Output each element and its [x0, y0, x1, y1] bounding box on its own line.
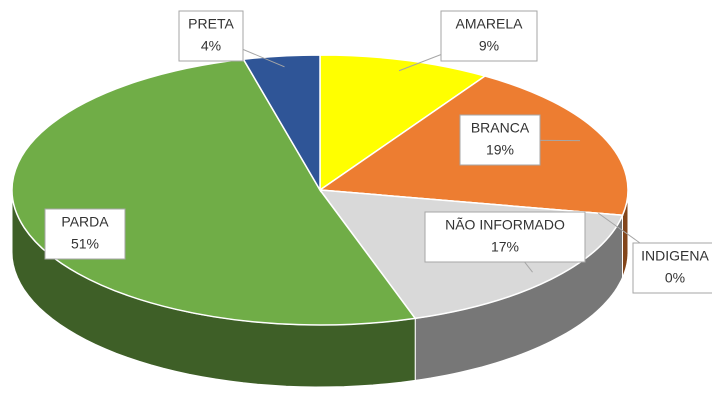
category-label: BRANCA — [471, 120, 530, 136]
value-label: 51% — [71, 236, 99, 252]
value-label: 4% — [201, 38, 221, 54]
category-label: NÃO INFORMADO — [445, 217, 565, 233]
label-box — [178, 10, 244, 62]
category-label: PRETA — [188, 16, 234, 32]
value-label: 19% — [486, 142, 514, 158]
value-label: 17% — [491, 239, 519, 255]
label-box — [440, 10, 538, 62]
pie-slice — [319, 54, 487, 192]
label-box — [424, 211, 586, 263]
value-label: 0% — [665, 270, 685, 286]
label-box — [459, 114, 541, 166]
label-box — [632, 242, 712, 294]
category-label: INDIGENA — [641, 248, 709, 264]
label-box — [44, 208, 126, 260]
value-label: 9% — [479, 38, 499, 54]
category-label: PARDA — [61, 214, 109, 230]
category-label: AMARELA — [456, 16, 524, 32]
